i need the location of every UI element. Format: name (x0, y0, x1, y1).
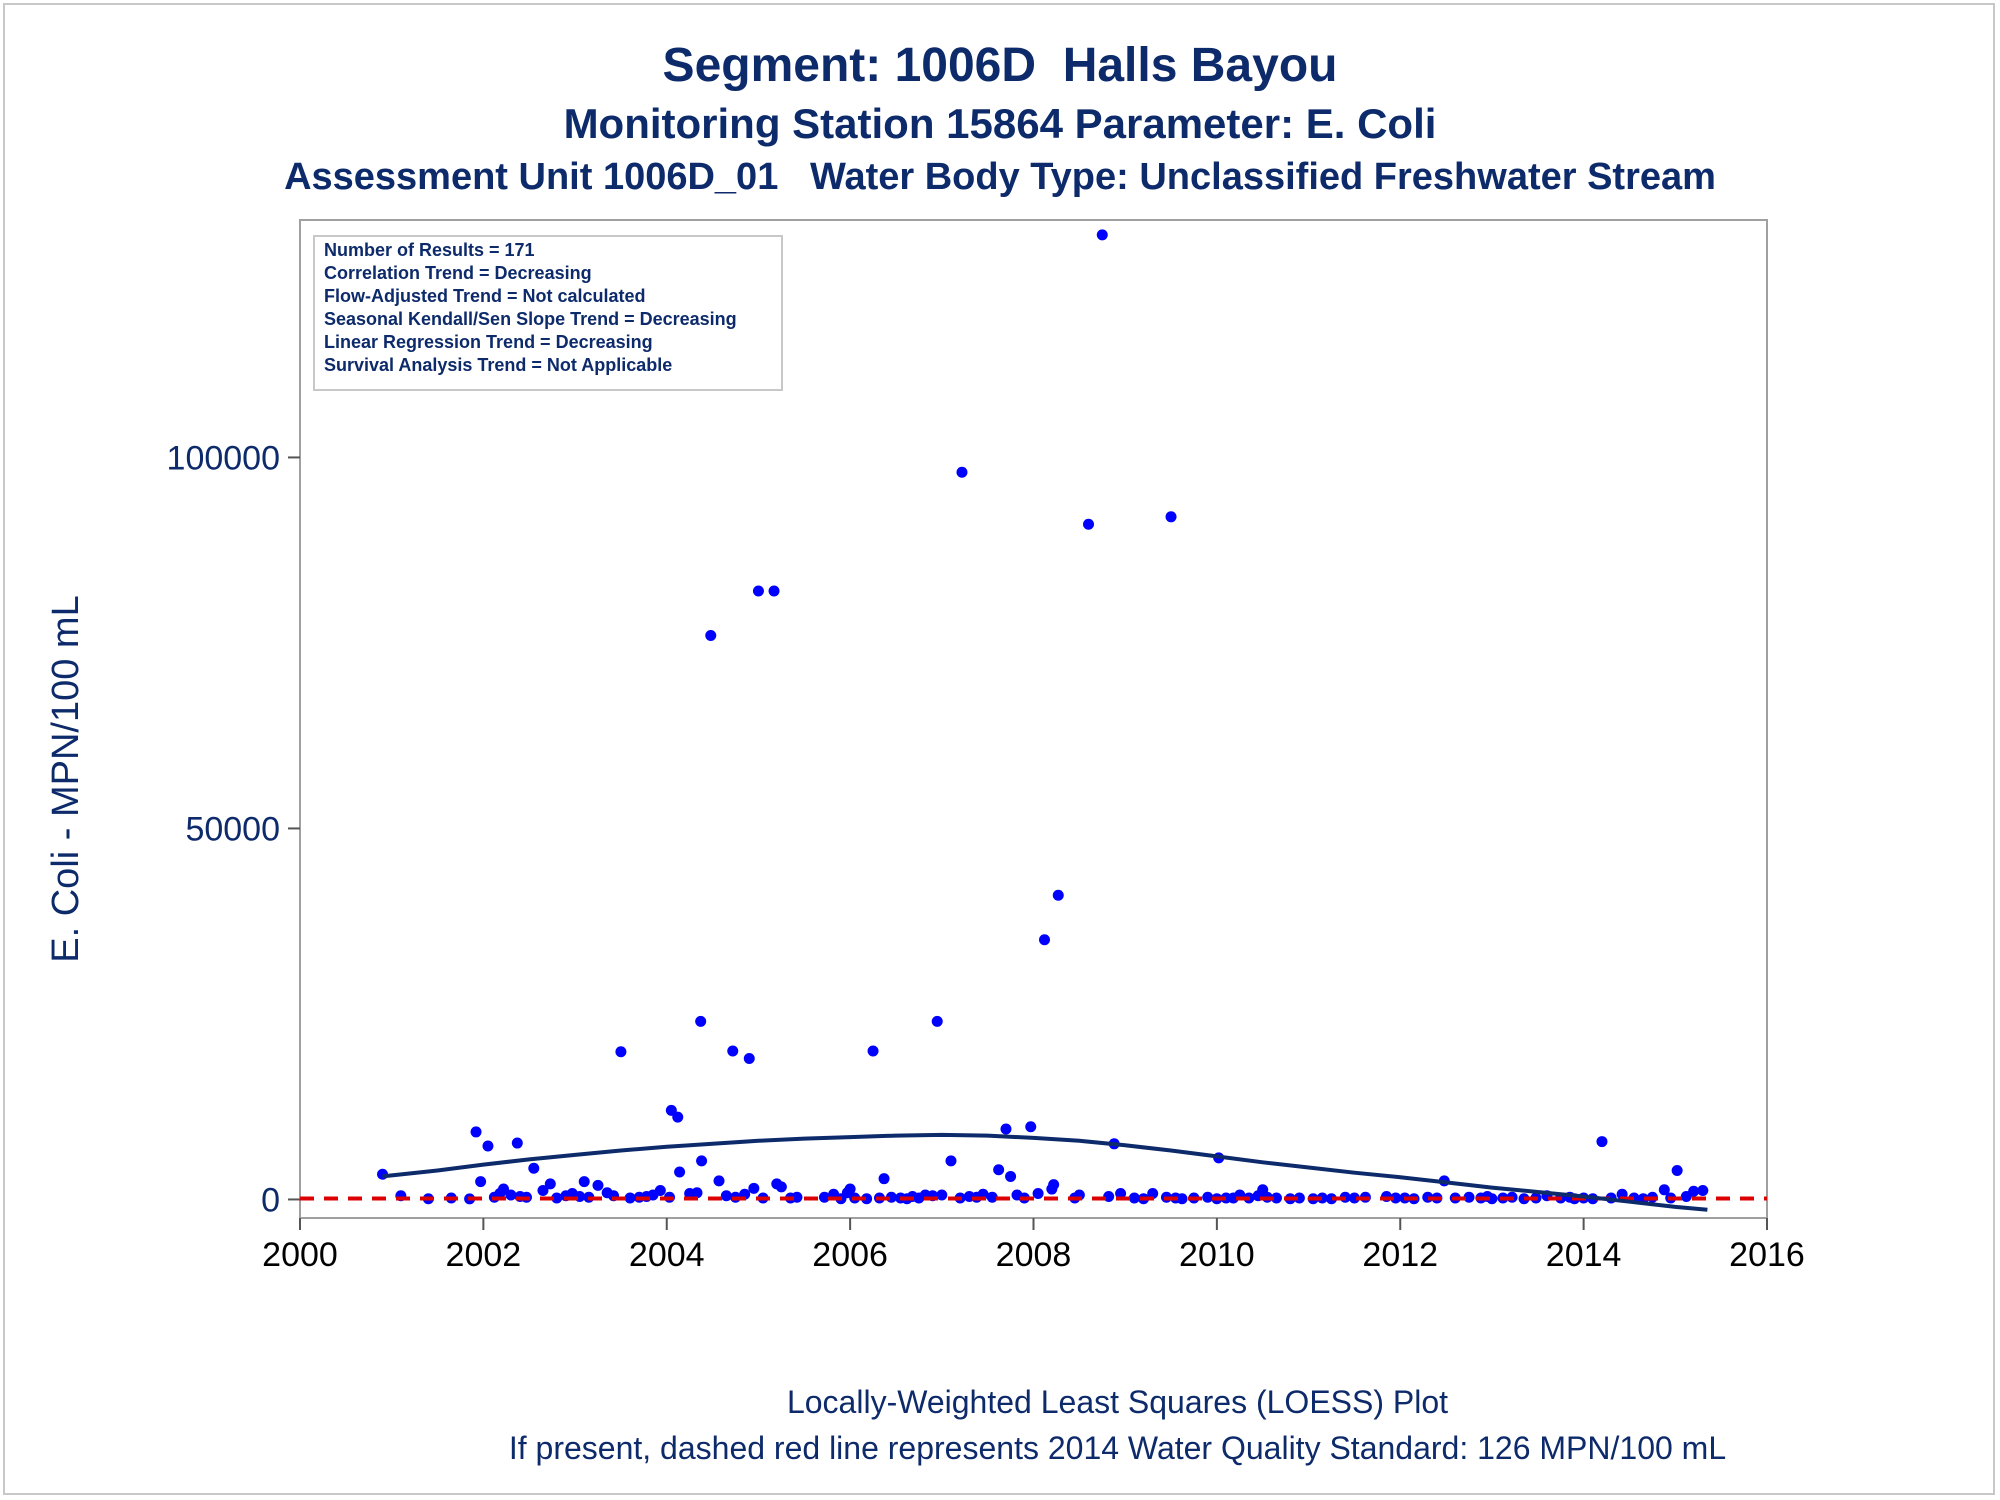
data-point (537, 1185, 549, 1197)
data-point (791, 1191, 803, 1203)
data-point (1270, 1192, 1282, 1204)
x-tick-label: 2008 (996, 1236, 1072, 1274)
data-point (1005, 1170, 1017, 1182)
data-point (775, 1181, 787, 1193)
chart-title: Segment: 1006D Halls Bayou (662, 39, 1338, 92)
data-point (691, 1187, 703, 1199)
data-point (945, 1155, 957, 1167)
x-tick-label: 2010 (1179, 1236, 1255, 1274)
loess-curve (382, 1132, 1708, 1212)
x-tick-label: 2012 (1362, 1236, 1438, 1274)
data-point (1032, 1188, 1044, 1200)
data-point (727, 1045, 739, 1057)
y-tick-label: 100000 (167, 439, 280, 477)
stats-line: Seasonal Kendall/Sen Slope Trend = Decre… (324, 309, 737, 329)
data-point (1115, 1188, 1127, 1200)
stats-line: Survival Analysis Trend = Not Applicable (324, 355, 672, 375)
y-tick-label: 0 (261, 1181, 280, 1219)
data-point (936, 1189, 948, 1201)
data-point (482, 1140, 494, 1152)
data-point (986, 1191, 998, 1203)
data-point (1348, 1192, 1360, 1204)
data-point (752, 585, 764, 597)
stats-line: Flow-Adjusted Trend = Not calculated (324, 286, 646, 306)
x-tick-label: 2004 (629, 1236, 705, 1274)
data-point (498, 1183, 510, 1195)
data-point (818, 1191, 830, 1203)
chart-subtitle-2: Assessment Unit 1006D_01 Water Body Type… (284, 156, 1716, 198)
data-point (544, 1178, 556, 1190)
data-point (1658, 1184, 1670, 1196)
data-point (615, 1046, 627, 1058)
data-point (1688, 1185, 1700, 1197)
data-point (551, 1192, 563, 1204)
data-point (1463, 1191, 1475, 1203)
data-point (878, 1173, 890, 1185)
data-point (1596, 1136, 1608, 1148)
data-point (861, 1193, 873, 1205)
data-point (505, 1189, 517, 1201)
footnote-loess: Locally-Weighted Least Squares (LOESS) P… (786, 1384, 1449, 1420)
data-point (1052, 889, 1064, 901)
data-point (931, 1015, 943, 1027)
data-point (674, 1166, 686, 1178)
data-point (1176, 1193, 1188, 1205)
data-point (592, 1179, 604, 1191)
stats-line: Number of Results = 171 (324, 240, 535, 260)
data-point (654, 1185, 666, 1197)
data-point (511, 1137, 523, 1149)
data-point (1671, 1165, 1683, 1177)
y-axis-label: E. Coli - MPN/100 mL (45, 595, 87, 962)
x-tick-label: 2016 (1729, 1236, 1805, 1274)
data-point (1096, 229, 1108, 241)
data-point (1048, 1179, 1060, 1191)
footnote-standard: If present, dashed red line represents 2… (508, 1430, 1727, 1466)
data-point (1147, 1188, 1159, 1200)
data-point (1165, 511, 1177, 523)
data-point (1128, 1192, 1140, 1204)
data-point (956, 466, 968, 478)
data-point (844, 1183, 856, 1195)
data-point (1390, 1192, 1402, 1204)
data-point (1202, 1191, 1214, 1203)
data-point (705, 630, 717, 642)
x-tick-label: 2014 (1546, 1236, 1622, 1274)
data-point (993, 1164, 1005, 1176)
x-tick-label: 2002 (446, 1236, 522, 1274)
data-point (624, 1192, 636, 1204)
stats-box (313, 235, 783, 391)
data-point (713, 1175, 725, 1187)
y-tick-label: 50000 (185, 810, 280, 848)
data-point (1083, 518, 1095, 530)
data-point (470, 1126, 482, 1138)
data-point (1697, 1185, 1709, 1197)
data-point (1325, 1193, 1337, 1205)
data-point (867, 1045, 879, 1057)
stats-line: Linear Regression Trend = Decreasing (324, 332, 653, 352)
chart-subtitle: Monitoring Station 15864 Parameter: E. C… (563, 100, 1437, 147)
data-point (748, 1182, 760, 1194)
data-point (528, 1162, 540, 1174)
data-point (1039, 934, 1051, 946)
data-point (578, 1176, 590, 1188)
data-point (743, 1052, 755, 1064)
data-point (720, 1190, 732, 1202)
stats-line: Correlation Trend = Decreasing (324, 263, 592, 283)
data-point (1000, 1123, 1012, 1135)
data-point (695, 1015, 707, 1027)
data-point (672, 1111, 684, 1123)
data-point (1293, 1192, 1305, 1204)
x-tick-label: 2000 (262, 1236, 338, 1274)
data-point (475, 1176, 487, 1188)
data-point (1316, 1192, 1328, 1204)
data-point (1025, 1121, 1037, 1133)
x-tick-label: 2006 (812, 1236, 888, 1274)
data-point (768, 585, 780, 597)
data-point (696, 1155, 708, 1167)
